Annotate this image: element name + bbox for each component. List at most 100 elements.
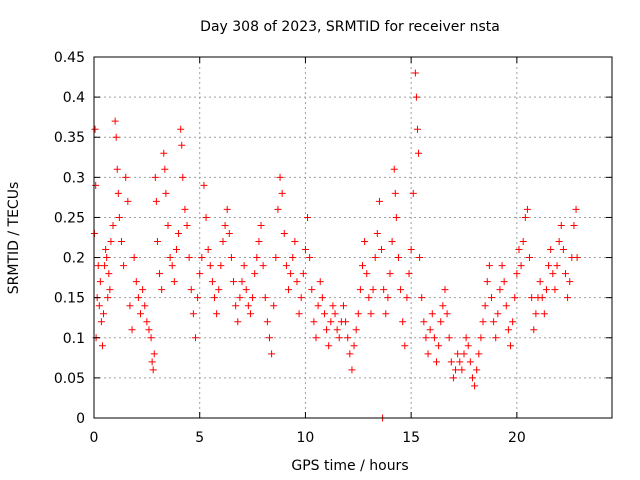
data-point xyxy=(166,254,174,262)
data-point xyxy=(295,310,303,318)
data-point xyxy=(401,342,409,350)
data-point xyxy=(223,205,231,213)
data-point xyxy=(100,310,108,318)
data-point xyxy=(557,221,565,229)
data-point xyxy=(485,262,493,270)
data-point xyxy=(439,302,447,310)
data-point xyxy=(196,270,204,278)
data-point xyxy=(114,189,122,197)
data-point xyxy=(230,278,238,286)
data-point xyxy=(354,310,362,318)
data-point xyxy=(528,294,536,302)
data-point xyxy=(454,350,462,358)
data-point xyxy=(103,254,111,262)
data-point xyxy=(153,238,161,246)
data-point xyxy=(511,294,519,302)
data-point xyxy=(553,262,561,270)
data-point xyxy=(183,221,191,229)
data-point xyxy=(342,318,350,326)
data-point xyxy=(441,286,449,294)
data-point xyxy=(413,125,421,133)
data-point xyxy=(426,326,434,334)
data-point xyxy=(274,205,282,213)
x-tick-labels: 0 5 10 15 20 xyxy=(90,430,526,446)
data-point xyxy=(424,350,432,358)
data-point xyxy=(238,278,246,286)
data-point xyxy=(232,302,240,310)
data-point xyxy=(191,334,199,342)
data-point xyxy=(265,334,273,342)
data-point xyxy=(161,165,169,173)
data-point xyxy=(513,270,521,278)
data-point xyxy=(202,213,210,221)
data-point xyxy=(194,294,202,302)
data-point xyxy=(272,254,280,262)
data-point xyxy=(120,262,128,270)
y-tick-label: 0.1 xyxy=(63,331,85,347)
data-point xyxy=(320,310,328,318)
data-point xyxy=(378,246,386,254)
data-point xyxy=(542,286,550,294)
data-point xyxy=(200,181,208,189)
data-point xyxy=(151,173,159,181)
data-point xyxy=(532,310,540,318)
y-tick-label: 0.2 xyxy=(63,251,85,267)
data-point xyxy=(380,286,388,294)
y-tick-label: 0.35 xyxy=(54,130,85,146)
data-point xyxy=(566,278,574,286)
data-point xyxy=(104,294,112,302)
data-point xyxy=(500,278,508,286)
data-point xyxy=(536,278,544,286)
data-point xyxy=(156,270,164,278)
data-point xyxy=(304,213,312,221)
data-point xyxy=(297,294,305,302)
data-point xyxy=(388,238,396,246)
data-point xyxy=(251,270,259,278)
data-point xyxy=(109,221,117,229)
data-point xyxy=(515,246,523,254)
data-point xyxy=(329,302,337,310)
data-point xyxy=(211,294,219,302)
x-axis-label: GPS time / hours xyxy=(291,458,408,474)
plot-frame xyxy=(93,56,613,419)
data-point xyxy=(323,326,331,334)
data-point xyxy=(346,350,354,358)
data-point xyxy=(547,246,555,254)
data-point xyxy=(185,254,193,262)
data-point xyxy=(397,286,405,294)
data-point xyxy=(481,302,489,310)
data-point xyxy=(409,189,417,197)
data-point xyxy=(130,254,138,262)
data-point xyxy=(312,334,320,342)
data-point xyxy=(555,238,563,246)
data-point xyxy=(433,358,441,366)
data-point xyxy=(318,294,326,302)
data-point xyxy=(449,374,457,382)
data-point xyxy=(96,278,104,286)
data-point xyxy=(350,342,358,350)
data-point xyxy=(289,254,297,262)
x-tick-label: 10 xyxy=(297,430,315,446)
data-point xyxy=(384,294,392,302)
data-point xyxy=(352,326,360,334)
data-point xyxy=(249,294,257,302)
data-point xyxy=(204,246,212,254)
data-point xyxy=(498,262,506,270)
data-point xyxy=(225,229,233,237)
data-point xyxy=(428,310,436,318)
data-point xyxy=(112,133,120,141)
data-point xyxy=(551,286,559,294)
data-point xyxy=(168,262,176,270)
data-point xyxy=(293,278,301,286)
data-point xyxy=(572,205,580,213)
data-point xyxy=(443,310,451,318)
data-point xyxy=(236,294,244,302)
data-point xyxy=(415,149,423,157)
data-point xyxy=(475,350,483,358)
data-point xyxy=(240,262,248,270)
data-point xyxy=(483,278,491,286)
data-point xyxy=(234,318,242,326)
data-point xyxy=(287,270,295,278)
data-point xyxy=(285,286,293,294)
data-point xyxy=(181,205,189,213)
